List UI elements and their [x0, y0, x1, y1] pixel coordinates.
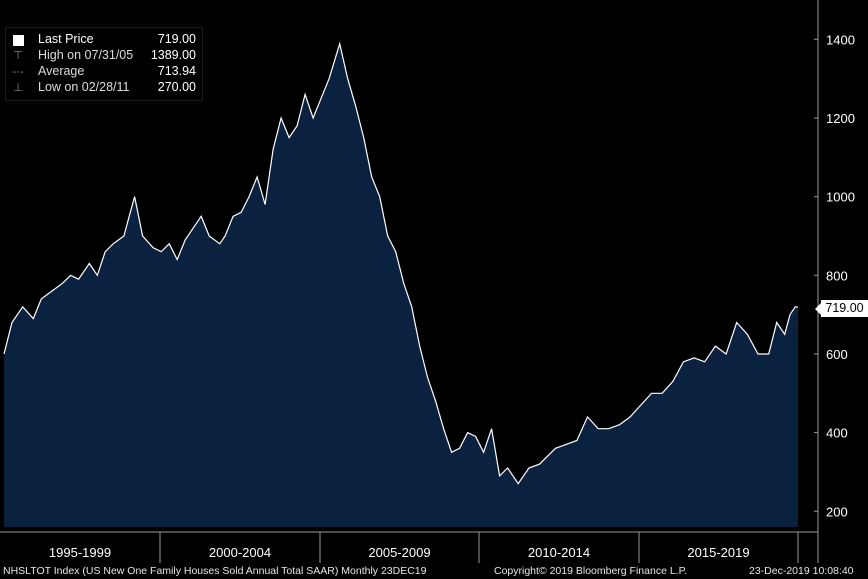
- legend-low: ⊥ Low on 02/28/11 270.00: [6, 80, 202, 96]
- legend-last-price-label: Last Price: [38, 32, 94, 46]
- x-period-label: 2015-2019: [687, 545, 749, 560]
- x-period-label: 1995-1999: [49, 545, 111, 560]
- footer-ticker: NHSLTOT Index (US New One Family Houses …: [3, 565, 427, 577]
- y-tick-label: 1200: [826, 111, 855, 126]
- y-tick-label: 400: [826, 426, 848, 441]
- x-period-label: 2010-2014: [528, 545, 590, 560]
- y-tick-label: 1400: [826, 32, 855, 47]
- footer-timestamp: 23-Dec-2019 10:08:40: [749, 565, 854, 577]
- y-tick-label: 600: [826, 347, 848, 362]
- y-tick-label: 1000: [826, 190, 855, 205]
- footer-copyright: Copyright© 2019 Bloomberg Finance L.P.: [494, 565, 688, 577]
- last-price-tag: 719.00: [815, 300, 868, 317]
- y-tick-label: 800: [826, 268, 848, 283]
- legend-high-label: High on 07/31/05: [38, 48, 134, 62]
- average-line-icon: -·-: [12, 66, 24, 78]
- series-area: [4, 43, 798, 527]
- x-period-label: 2005-2009: [368, 545, 430, 560]
- x-period-label: 2000-2004: [209, 545, 271, 560]
- series-line: [3, 41, 799, 485]
- legend-low-value: 270.00: [157, 80, 196, 94]
- square-icon: [11, 33, 25, 47]
- low-marker-icon: ⊥: [13, 82, 23, 94]
- legend-average: -·- Average 713.94: [6, 64, 202, 80]
- y-tick-label: 200: [826, 504, 848, 519]
- high-marker-icon: ⊤: [13, 50, 23, 62]
- legend-high-value: 1389.00: [150, 48, 196, 62]
- legend-average-label: Average: [38, 64, 85, 78]
- footer-bar: NHSLTOT Index (US New One Family Houses …: [0, 563, 868, 579]
- legend-high: ⊤ High on 07/31/05 1389.00: [6, 48, 202, 64]
- legend-average-value: 713.94: [157, 64, 196, 78]
- legend-box: Last Price 719.00 ⊤ High on 07/31/05 138…: [5, 27, 203, 101]
- legend-low-label: Low on 02/28/11: [38, 80, 130, 94]
- legend-last-price: Last Price 719.00: [6, 32, 202, 48]
- legend-last-price-value: 719.00: [157, 32, 196, 46]
